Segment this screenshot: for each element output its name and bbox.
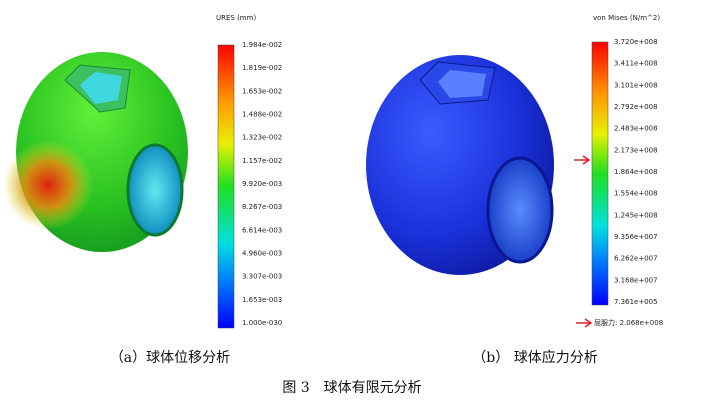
legend-tick-label: 1.864e+008 <box>614 168 658 176</box>
legend-tick-label: 1.323e-002 <box>242 134 282 142</box>
legend-tick-label: 1.819e-002 <box>242 64 282 72</box>
legend-tick-label: 1.984e-002 <box>242 41 282 49</box>
legend-tick-label: 1.157e-002 <box>242 157 282 165</box>
legend-tick-label: 1.554e+008 <box>614 190 658 198</box>
legend-tick-label: 3.101e+008 <box>614 81 658 89</box>
legend-tick-label: 1.653e-002 <box>242 87 282 95</box>
legend-tick-label: 2.483e+008 <box>614 125 658 133</box>
stress-model <box>366 55 554 275</box>
subcaption: （a）球体位移分析 <box>110 350 230 366</box>
legend-tick-label: 1.653e-003 <box>242 296 282 304</box>
legend-tick-label: 3.411e+008 <box>614 60 658 68</box>
displacement-model <box>3 52 188 252</box>
legend-tick-label: 6.262e+007 <box>614 255 658 263</box>
legend-tick-label: 9.920e-003 <box>242 180 282 188</box>
legend-tick-label: 8.267e-003 <box>242 203 282 211</box>
yield-arrow <box>576 318 593 328</box>
colorbar <box>217 44 235 329</box>
legend-tick-label: 1.000e-030 <box>242 319 282 327</box>
legend-tick-label: 3.307e-003 <box>242 273 282 281</box>
legend-tick-label: 1.245e+008 <box>614 211 658 219</box>
legend-tick-label: 6.614e-003 <box>242 226 282 234</box>
legend-tick-label: 2.792e+008 <box>614 103 658 111</box>
legend-tick-label: 3.720e+008 <box>614 38 658 46</box>
legend-title: URES (mm) <box>216 14 256 22</box>
legend-tick-label: 3.168e+007 <box>614 276 658 284</box>
yield-arrow <box>574 155 591 165</box>
yield-label: 屈服力: 2.068e+008 <box>594 318 663 327</box>
legend-tick-label: 1.488e-002 <box>242 111 282 119</box>
legend-tick-label: 9.356e+007 <box>614 233 658 241</box>
legend-tick-label: 7.361e+005 <box>614 298 658 306</box>
colorbar <box>591 41 609 306</box>
legend-tick-label: 2.173e+008 <box>614 146 658 154</box>
legend-tick-label: 4.960e-003 <box>242 250 282 258</box>
legend-title: von Mises (N/m^2) <box>593 14 660 22</box>
figure-caption: 图 3 球体有限元分析 <box>282 380 421 396</box>
subcaption: （b） 球体应力分析 <box>472 349 597 366</box>
